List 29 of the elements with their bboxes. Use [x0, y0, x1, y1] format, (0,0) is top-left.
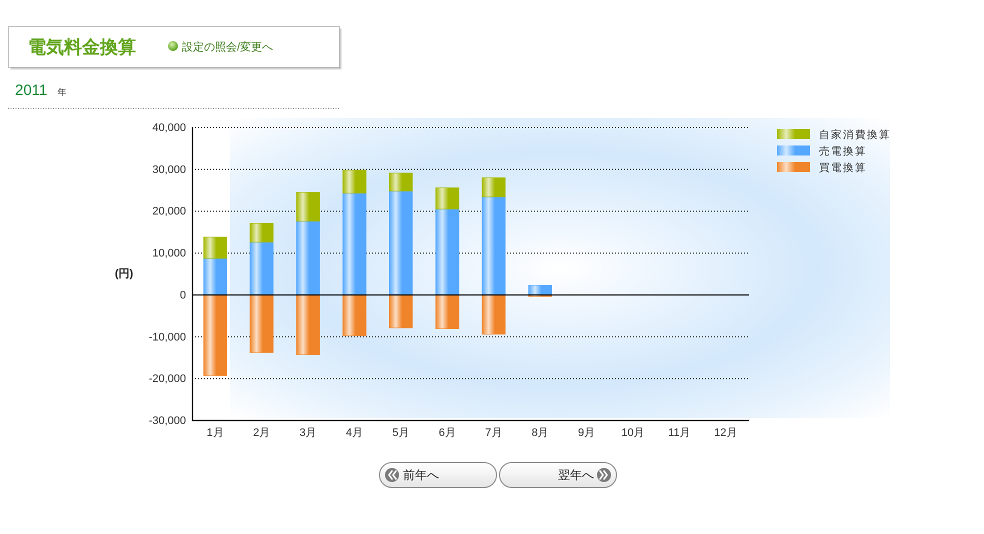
ytick-label: 20,000 — [152, 206, 186, 218]
legend-label: 自家消費換算 — [819, 129, 891, 141]
link: 設定の照会/変更へ — [182, 42, 274, 54]
ytick-label: -10,000 — [148, 331, 186, 344]
xtick-label: 10月 — [621, 427, 645, 439]
xtick-label: 12月 — [714, 427, 738, 439]
ytick-label: 40,000 — [152, 122, 186, 134]
ytick-label: 30,000 — [152, 164, 186, 176]
subtitle: 2011 年 — [15, 82, 66, 99]
xtick-label: 6月 — [438, 427, 456, 439]
xtick-label: 4月 — [346, 427, 364, 439]
title: 電気料金換算 — [28, 37, 136, 57]
xtick-label: 1月 — [206, 427, 224, 439]
xtick-label: 2月 — [253, 427, 270, 439]
legend-label: 売電換算 — [819, 146, 867, 158]
xtick-label: 3月 — [299, 427, 317, 439]
xtick-label: 9月 — [578, 427, 596, 439]
legend-label: 買電換算 — [819, 162, 867, 174]
xtick-label: 7月 — [485, 427, 502, 439]
ytick-label: 0 — [180, 289, 186, 302]
button-prev: 前年へ — [379, 462, 497, 488]
button-next: 翌年へ — [499, 462, 617, 488]
ylabel: (円) — [114, 268, 134, 280]
ytick-label: -20,000 — [148, 373, 186, 386]
xtick-label: 8月 — [532, 427, 549, 439]
ytick-label: -30,000 — [148, 415, 186, 427]
xtick-label: 11月 — [668, 427, 691, 439]
ytick-label: 10,000 — [152, 248, 186, 260]
xtick-label: 5月 — [392, 427, 410, 439]
